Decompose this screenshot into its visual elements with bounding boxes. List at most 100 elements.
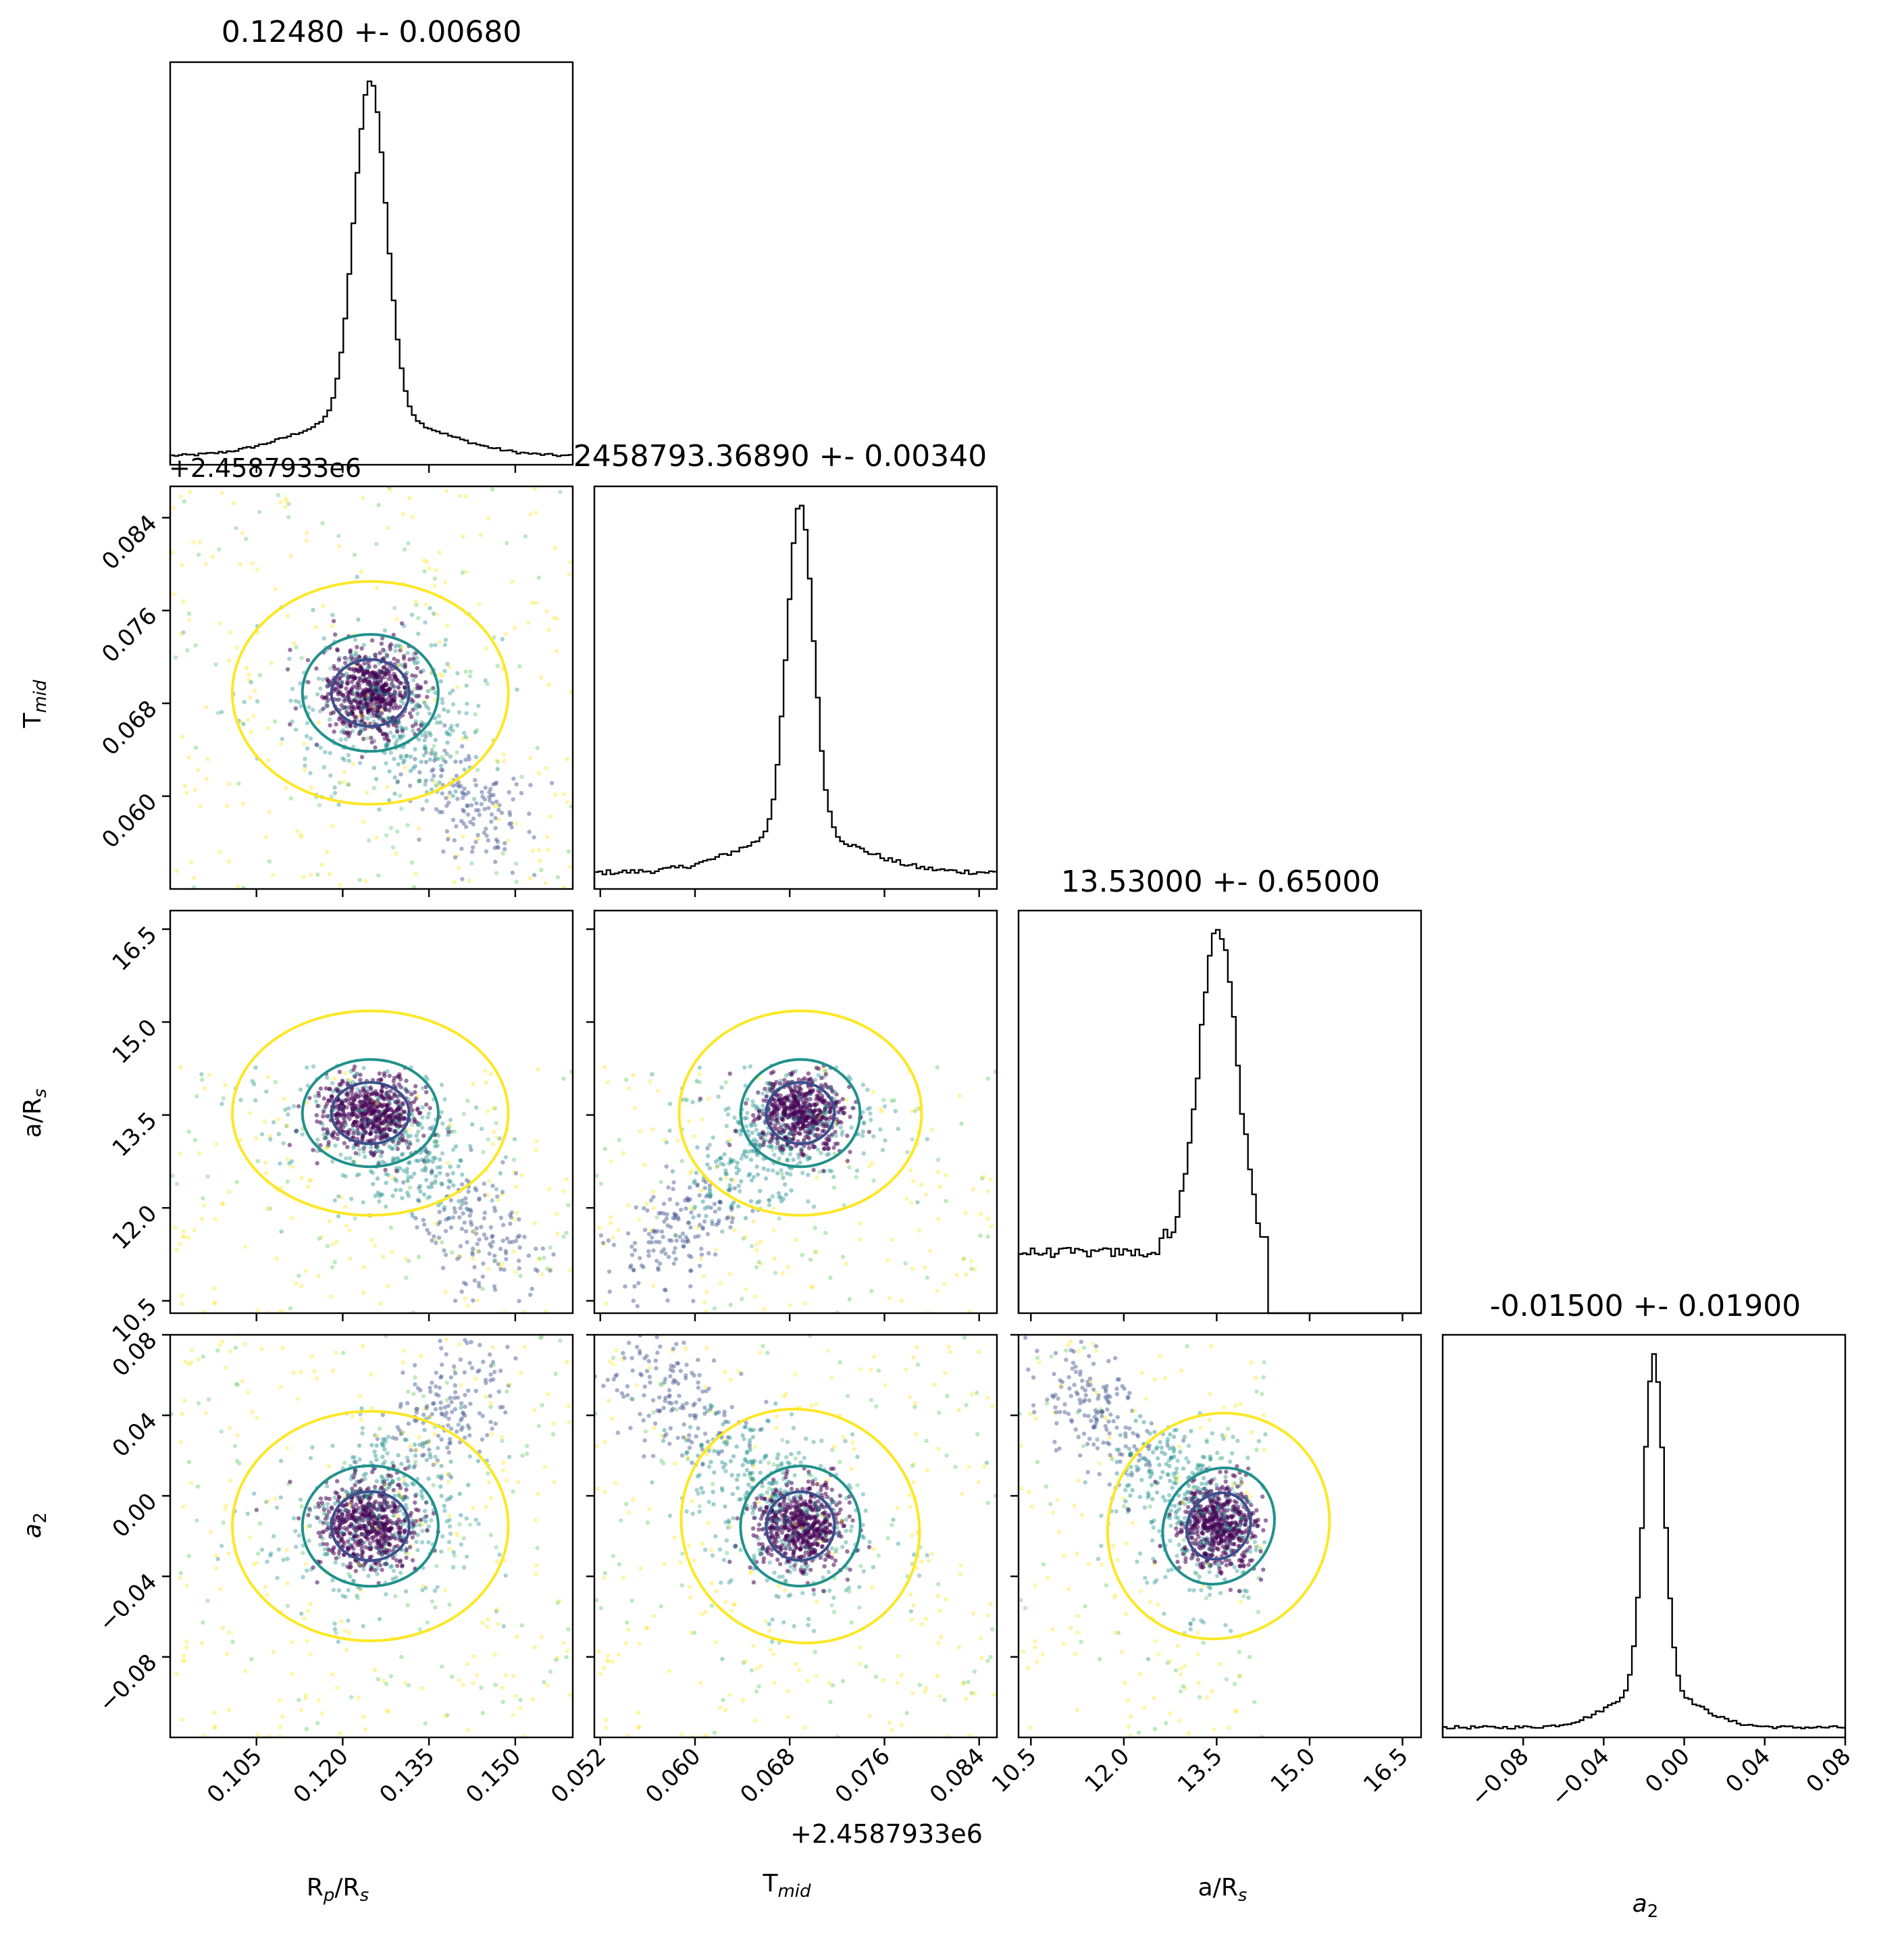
- scatter-point: [463, 1296, 467, 1301]
- scatter-point: [705, 1154, 711, 1158]
- scatter-point: [438, 1171, 442, 1175]
- scatter-point: [424, 1514, 429, 1519]
- scatter-point: [392, 605, 397, 611]
- scatter-point: [417, 1186, 421, 1190]
- scatter-point: [789, 1093, 794, 1098]
- scatter-point: [453, 1396, 457, 1400]
- scatter-point: [423, 734, 428, 739]
- scatter-point: [801, 1105, 806, 1110]
- scatter-point: [446, 835, 451, 840]
- scatter-point: [511, 776, 516, 782]
- scatter-point: [555, 875, 560, 880]
- scatter-point: [786, 1265, 790, 1269]
- scatter-point: [369, 1121, 374, 1126]
- scatter-point: [646, 1240, 651, 1245]
- scatter-point: [419, 733, 425, 738]
- scatter-point: [702, 1219, 707, 1224]
- scatter-point: [233, 1346, 238, 1350]
- scatter-point: [395, 829, 400, 834]
- scatter-point: [403, 765, 408, 770]
- scatter-point: [415, 1198, 420, 1202]
- scatter-point: [417, 1111, 422, 1116]
- scatter-point: [415, 711, 420, 716]
- scatter-point: [332, 1501, 338, 1506]
- scatter-point: [827, 1168, 832, 1173]
- scatter-point: [806, 1146, 812, 1150]
- scatter-point: [351, 667, 356, 671]
- scatter-point: [373, 1433, 378, 1437]
- scatter-point: [748, 1199, 754, 1204]
- scatter-point: [432, 576, 437, 581]
- scatter-point: [367, 707, 373, 713]
- scatter-point: [667, 1102, 673, 1106]
- scatter-point: [510, 1240, 515, 1244]
- scatter-point: [543, 881, 548, 886]
- scatter-point: [835, 1110, 841, 1115]
- scatter-point: [493, 825, 498, 831]
- scatter-point: [291, 1516, 297, 1521]
- scatter-point: [388, 1504, 393, 1509]
- scatter-point: [871, 1178, 876, 1183]
- scatter-point: [395, 779, 401, 784]
- scatter-point: [338, 676, 342, 680]
- scatter-point: [433, 1181, 438, 1186]
- scatter-point: [353, 1531, 357, 1536]
- scatter-point: [764, 1132, 769, 1138]
- scatter-point: [420, 1441, 425, 1446]
- scatter-point: [341, 1350, 346, 1356]
- scatter-point: [438, 720, 443, 725]
- scatter-point: [253, 1065, 258, 1070]
- scatter-point: [847, 1297, 852, 1302]
- scatter-point: [397, 1530, 402, 1535]
- scatter-point: [417, 837, 421, 842]
- scatter-point: [473, 783, 479, 788]
- scatter-point: [832, 1090, 838, 1094]
- scatter-point: [829, 1132, 835, 1137]
- scatter-point: [420, 1587, 425, 1593]
- scatter-point: [448, 1198, 453, 1203]
- scatter-point: [434, 1221, 438, 1226]
- scatter-point: [384, 761, 388, 766]
- scatter-point: [442, 1504, 446, 1508]
- scatter-point: [425, 694, 430, 699]
- scatter-point: [799, 1148, 804, 1153]
- scatter-point: [725, 1112, 731, 1117]
- scatter-point: [492, 1205, 497, 1211]
- scatter-point: [684, 1098, 689, 1102]
- scatter-point: [673, 1232, 678, 1238]
- scatter-point: [280, 736, 284, 742]
- scatter-point: [352, 553, 357, 557]
- scatter-point: [446, 1216, 452, 1221]
- scatter-point: [879, 1109, 884, 1114]
- scatter-point: [892, 1098, 897, 1103]
- scatter-point: [361, 1146, 366, 1151]
- scatter-point: [798, 1160, 802, 1165]
- scatter-point: [273, 1496, 278, 1501]
- scatter-point: [548, 1267, 553, 1272]
- scatter-point: [377, 807, 382, 812]
- scatter-point: [477, 1237, 482, 1242]
- scatter-point: [322, 1136, 327, 1141]
- scatter-point: [475, 836, 480, 841]
- scatter-point: [405, 1127, 411, 1132]
- scatter-point: [823, 1230, 828, 1236]
- scatter-point: [353, 1150, 358, 1156]
- scatter-point: [657, 1240, 662, 1245]
- scatter-point: [182, 1658, 187, 1663]
- scatter-point: [444, 1217, 448, 1222]
- scatter-point: [351, 761, 356, 767]
- scatter-point: [453, 1298, 458, 1303]
- scatter-point: [403, 1528, 408, 1533]
- scatter-point: [773, 1101, 778, 1106]
- scatter-point: [905, 1150, 910, 1154]
- scatter-point: [869, 1161, 875, 1165]
- scatter-point: [344, 1223, 349, 1228]
- scatter-point: [473, 808, 478, 813]
- scatter-point: [791, 1136, 796, 1142]
- scatter-point: [443, 1290, 448, 1294]
- scatter-point: [356, 617, 361, 622]
- scatter-point: [476, 1249, 481, 1254]
- scatter-point: [318, 1120, 323, 1125]
- scatter-point: [546, 628, 551, 632]
- scatter-point: [223, 1083, 228, 1088]
